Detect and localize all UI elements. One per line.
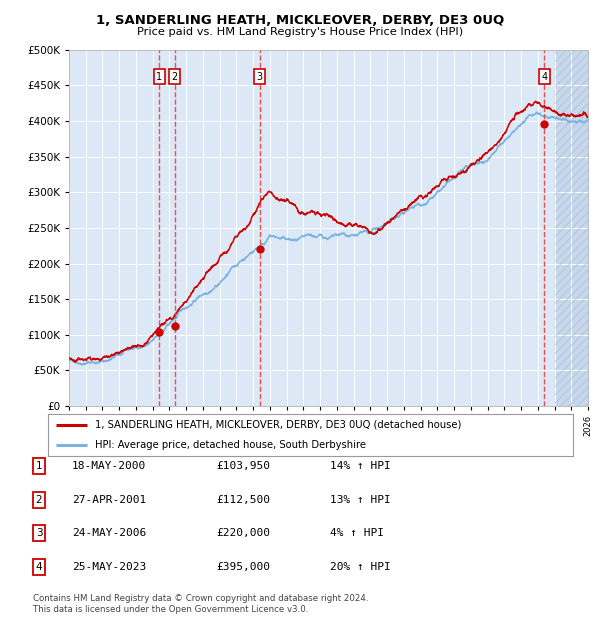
Text: 24-MAY-2006: 24-MAY-2006 (72, 528, 146, 538)
Text: 1, SANDERLING HEATH, MICKLEOVER, DERBY, DE3 0UQ: 1, SANDERLING HEATH, MICKLEOVER, DERBY, … (96, 14, 504, 27)
Text: 4: 4 (35, 562, 43, 572)
Text: 25-MAY-2023: 25-MAY-2023 (72, 562, 146, 572)
Text: £103,950: £103,950 (216, 461, 270, 471)
Text: 20% ↑ HPI: 20% ↑ HPI (330, 562, 391, 572)
Text: 1: 1 (156, 72, 162, 82)
Text: 18-MAY-2000: 18-MAY-2000 (72, 461, 146, 471)
Text: £112,500: £112,500 (216, 495, 270, 505)
Text: £220,000: £220,000 (216, 528, 270, 538)
Text: 2: 2 (172, 72, 178, 82)
Text: Price paid vs. HM Land Registry's House Price Index (HPI): Price paid vs. HM Land Registry's House … (137, 27, 463, 37)
Bar (554, 50, 589, 406)
Text: HPI: Average price, detached house, South Derbyshire: HPI: Average price, detached house, Sout… (95, 440, 366, 450)
Text: 3: 3 (35, 528, 43, 538)
Text: 27-APR-2001: 27-APR-2001 (72, 495, 146, 505)
Text: 4% ↑ HPI: 4% ↑ HPI (330, 528, 384, 538)
Text: This data is licensed under the Open Government Licence v3.0.: This data is licensed under the Open Gov… (33, 604, 308, 614)
Text: 4: 4 (541, 72, 547, 82)
Bar (554, 50, 589, 406)
Text: 14% ↑ HPI: 14% ↑ HPI (330, 461, 391, 471)
Text: 3: 3 (257, 72, 263, 82)
Text: 2: 2 (35, 495, 43, 505)
Text: Contains HM Land Registry data © Crown copyright and database right 2024.: Contains HM Land Registry data © Crown c… (33, 593, 368, 603)
Text: 1, SANDERLING HEATH, MICKLEOVER, DERBY, DE3 0UQ (detached house): 1, SANDERLING HEATH, MICKLEOVER, DERBY, … (95, 420, 461, 430)
Text: £395,000: £395,000 (216, 562, 270, 572)
Text: 1: 1 (35, 461, 43, 471)
Text: 13% ↑ HPI: 13% ↑ HPI (330, 495, 391, 505)
